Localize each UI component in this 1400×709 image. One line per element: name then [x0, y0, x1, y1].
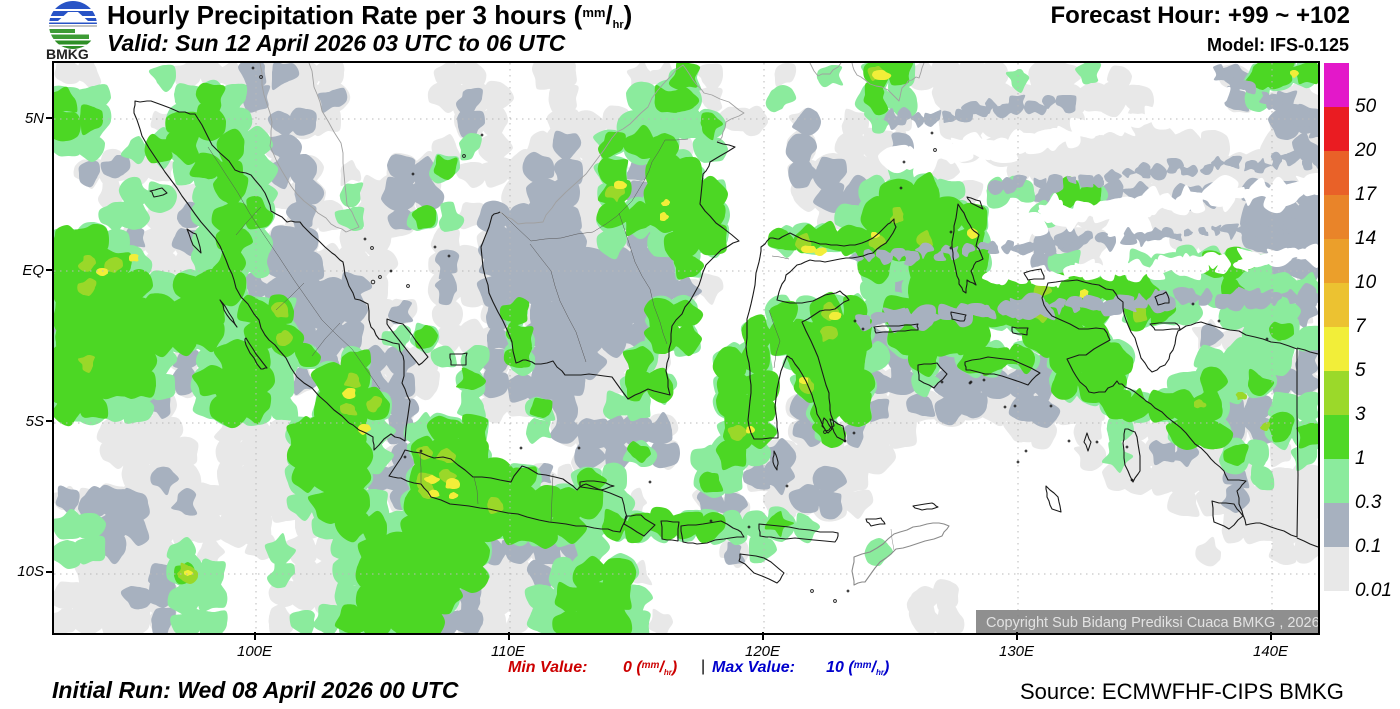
svg-text:Copyright Sub Bidang Prediksi: Copyright Sub Bidang Prediksi Cuaca BMKG…: [986, 615, 1318, 631]
svg-text:BMKG: BMKG: [46, 46, 89, 60]
